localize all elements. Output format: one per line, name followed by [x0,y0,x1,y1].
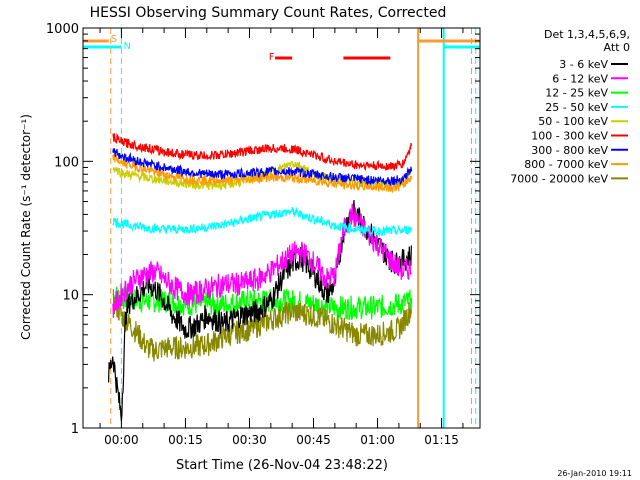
series-line-6 [112,148,413,186]
legend-label-8: 7000 - 20000 keV [510,172,608,185]
x-tick-label: 00:15 [168,433,203,447]
legend-label-5: 100 - 300 keV [531,130,608,143]
y-tick-label: 1 [71,422,79,437]
series-line-0 [108,199,412,422]
x-tick-label: 00:30 [232,433,267,447]
y-tick-label: 10 [62,289,79,304]
legend-label-1: 6 - 12 keV [552,72,608,85]
legend-label-0: 3 - 6 keV [559,58,608,71]
legend-header-line-2: Att 0 [604,41,630,54]
legend-header-line-1: Det 1,3,4,5,6,9, [544,28,630,41]
x-tick-label: 01:15 [424,433,459,447]
flag-label-f: F [269,52,275,63]
legend-label-6: 300 - 800 keV [531,144,608,157]
x-tick-label: 00:45 [296,433,331,447]
y-tick-label: 100 [54,155,79,170]
chart-axes: 1 10 100 1000 00:00 00:15 00:30 00:45 01:00 01:15 [46,22,481,447]
x-tick-label: 00:00 [104,433,139,447]
series-line-2 [112,284,413,321]
flag-label-n: N [124,41,131,52]
chart-title: HESSI Observing Summary Count Rates, Cor… [90,5,447,21]
plot-frame [82,27,481,429]
legend-label-4: 50 - 100 keV [538,115,608,128]
legend-label-7: 800 - 7000 keV [524,158,608,171]
y-tick-label: 1000 [46,22,79,37]
legend-label-2: 12 - 25 keV [545,87,608,100]
series-line-8 [112,288,413,362]
series-line-7 [112,153,413,194]
chart-marks: SN F [83,28,480,428]
x-axis-label: Start Time (26-Nov-04 23:48:22) [176,458,388,473]
series-line-5 [112,132,413,171]
y-axis-label: Corrected Count Rate (s⁻¹ detector⁻¹) [19,114,33,340]
flag-label-s: S [111,34,117,45]
footer-timestamp: 26-Jan-2010 19:11 [557,469,632,478]
series-line-3 [112,206,413,238]
x-tick-label: 01:00 [360,433,395,447]
legend-label-3: 25 - 50 keV [545,101,608,114]
